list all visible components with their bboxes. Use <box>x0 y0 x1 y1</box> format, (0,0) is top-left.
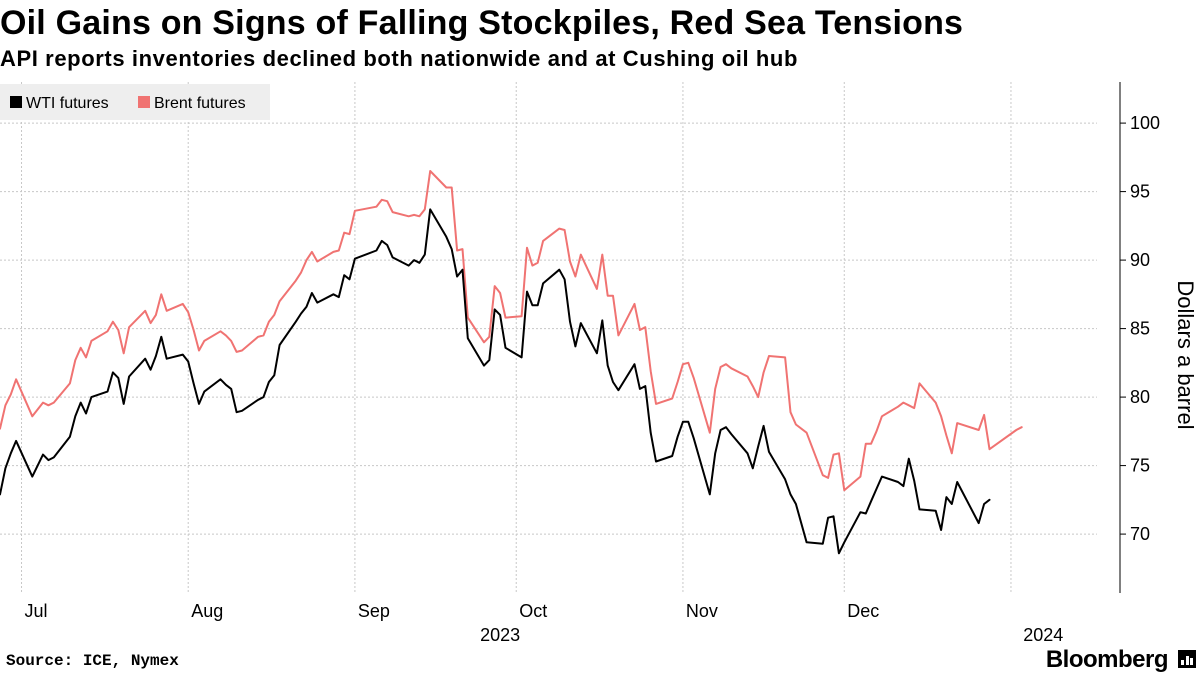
source-note: Source: ICE, Nymex <box>6 652 179 670</box>
axes: 70 75 80 85 90 95 100 Jul Aug Sep Oct Nov Dec 2023 202… <box>25 82 1160 645</box>
x-tick-label: Oct <box>519 601 547 621</box>
y-tick-label: 100 <box>1130 113 1160 133</box>
y-axis-title: Dollars a barrel <box>1173 280 1198 429</box>
y-tick-label: 90 <box>1130 250 1150 270</box>
legend-swatch-brent <box>138 96 150 108</box>
y-tick-label: 75 <box>1130 456 1150 476</box>
series-lines <box>0 170 1023 555</box>
x-tick-label: Sep <box>358 601 390 621</box>
x-tick-label: Jul <box>25 601 48 621</box>
bloomberg-chart-icon <box>1178 650 1196 668</box>
bloomberg-logo: Bloomberg <box>1045 646 1169 673</box>
y-tick-label: 95 <box>1130 182 1150 202</box>
x-year-label: 2024 <box>1023 625 1063 645</box>
x-tick-label: Dec <box>847 601 879 621</box>
legend-swatch-wti <box>10 96 22 108</box>
chart-title: Oil Gains on Signs of Falling Stockpiles… <box>0 4 964 42</box>
x-year-label: 2023 <box>480 625 520 645</box>
legend-background <box>0 84 270 120</box>
legend-label-wti: WTI futures <box>26 95 109 112</box>
y-tick-label: 85 <box>1130 319 1150 339</box>
gridlines <box>0 82 1097 593</box>
x-tick-label: Nov <box>686 601 718 621</box>
y-tick-label: 70 <box>1130 524 1150 544</box>
x-tick-label: Aug <box>191 601 223 621</box>
series-line-brent-futures <box>0 170 1023 492</box>
legend: WTI futures Brent futures <box>0 84 270 120</box>
series-line-wti-futures <box>0 208 991 555</box>
legend-label-brent: Brent futures <box>154 95 246 112</box>
y-tick-label: 80 <box>1130 387 1150 407</box>
chart-subtitle: API reports inventories declined both na… <box>0 46 798 71</box>
